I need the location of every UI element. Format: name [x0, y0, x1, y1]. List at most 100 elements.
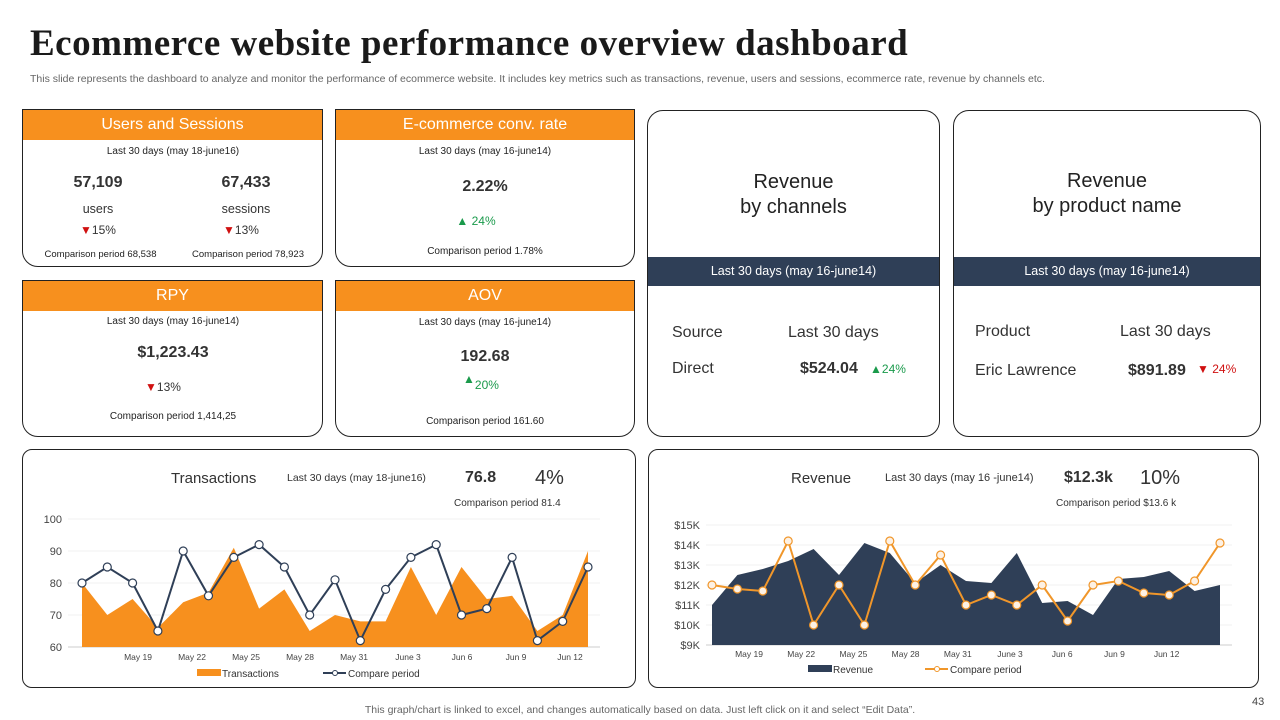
data-point — [532, 635, 543, 646]
data-point — [305, 610, 315, 620]
data-point — [707, 580, 717, 590]
x-tick-label: May 22 — [787, 649, 815, 659]
aov-value: 192.68 — [460, 348, 510, 365]
period-label: Last 30 days (may 18-june16) — [106, 146, 240, 157]
data-point — [1139, 588, 1149, 598]
up-arrow-icon: ▲ — [456, 214, 469, 228]
conv-rate-change: ▲ 24% — [336, 214, 616, 228]
y-tick-label: $11K — [675, 600, 701, 612]
card-header: E-commerce conv. rate — [336, 110, 634, 140]
y-tick-label: $9K — [680, 640, 700, 652]
x-tick-label: May 25 — [839, 649, 867, 659]
rpy-change: ▼13% — [23, 380, 303, 394]
conv-rate-change-value: 24% — [471, 214, 496, 228]
sessions-change: ▼13% — [191, 223, 291, 237]
row-product: Eric Lawrence — [975, 362, 1077, 379]
data-point — [885, 536, 895, 546]
card-header: Users and Sessions — [23, 110, 322, 140]
users-change-value: 15% — [91, 223, 116, 237]
users-value: 57,109 — [73, 174, 123, 191]
data-point — [935, 550, 946, 560]
legend-marker — [332, 670, 338, 676]
page-title: Ecommerce website performance overview d… — [30, 23, 909, 64]
data-point — [1189, 576, 1200, 586]
data-point — [834, 580, 844, 590]
y-tick-label: $15K — [674, 520, 700, 532]
period-label: Last 30 days (may 16-june14) — [418, 146, 552, 157]
x-tick-label: May 31 — [340, 652, 368, 662]
data-point — [961, 600, 971, 610]
period-label: Last 30 days (may 16-june14) — [106, 316, 240, 327]
up-arrow-icon: ▲ — [463, 372, 475, 386]
x-tick-label: May 31 — [944, 649, 972, 659]
users-comparison: Comparison period 68,538 — [44, 249, 157, 260]
y-tick-label: 60 — [50, 642, 62, 654]
y-tick-label: 80 — [50, 578, 62, 590]
aov-comparison: Comparison period 161.60 — [426, 416, 544, 427]
chart-title: Transactions — [171, 470, 257, 487]
card-title-line2: by product name — [1032, 195, 1182, 217]
data-point — [254, 539, 264, 550]
legend-label: Compare period — [348, 669, 420, 680]
footer-note: This graph/chart is linked to excel, and… — [364, 704, 916, 716]
users-sessions-card: Users and Sessions Last 30 days (may 18-… — [22, 109, 323, 267]
data-point — [859, 620, 870, 630]
aov-change: ▲20% — [336, 372, 626, 392]
x-tick-label: Jun 6 — [452, 652, 473, 662]
data-point — [1164, 590, 1174, 600]
data-point — [1012, 600, 1022, 610]
rpy-change-value: 13% — [156, 380, 181, 394]
chart-period: Last 30 days (may 18-june16) — [287, 472, 426, 484]
area-series-revenue — [712, 543, 1220, 645]
data-point — [1062, 616, 1073, 626]
col-header-product: Product — [975, 323, 1031, 340]
data-point — [203, 591, 214, 601]
data-point — [381, 584, 391, 595]
legend-label: Transactions — [222, 669, 279, 680]
legend-label: Revenue — [833, 665, 873, 676]
y-tick-label: $13K — [674, 560, 700, 572]
data-point — [77, 578, 87, 588]
row-value: $524.04 — [800, 360, 858, 377]
period-band: Last 30 days (may 16-june14) — [648, 257, 939, 286]
row-source: Direct — [672, 360, 714, 377]
data-point — [102, 562, 112, 572]
data-point — [583, 562, 593, 572]
revenue-chart-card: Revenue Last 30 days (may 16 -june14) $1… — [648, 449, 1259, 688]
x-tick-label: May 22 — [178, 652, 206, 662]
y-tick-label: $12K — [674, 580, 700, 592]
revenue-by-channels-card: Revenue by channels Last 30 days (may 16… — [647, 110, 940, 437]
conv-rate-comparison: Comparison period 1.78% — [427, 246, 543, 257]
card-title-line1: Revenue — [1066, 170, 1148, 192]
data-point — [330, 575, 340, 585]
data-point — [229, 552, 239, 563]
x-tick-label: May 19 — [735, 649, 763, 659]
x-tick-label: May 25 — [232, 652, 260, 662]
card-header: AOV — [336, 281, 634, 311]
down-arrow-icon: ▼ — [223, 223, 235, 237]
data-point — [558, 616, 568, 627]
data-point — [1113, 576, 1124, 586]
x-tick-label: May 19 — [124, 652, 152, 662]
x-tick-label: May 28 — [892, 649, 920, 659]
data-point — [153, 626, 163, 636]
card-title-line1: Revenue — [753, 171, 834, 193]
down-arrow-icon: ▼ — [1197, 362, 1209, 376]
x-tick-label: June 3 — [395, 652, 421, 662]
data-point — [507, 552, 517, 563]
x-tick-label: June 3 — [997, 649, 1023, 659]
data-point — [279, 562, 289, 572]
row-change-value: 24% — [881, 362, 906, 376]
y-tick-label: 100 — [44, 514, 62, 526]
aov-card: AOV Last 30 days (may 16-june14) 192.68 … — [335, 280, 635, 437]
chart-value: $12.3k — [1064, 469, 1113, 486]
data-point — [1215, 538, 1225, 548]
down-arrow-icon: ▼ — [145, 380, 157, 394]
data-point — [431, 539, 441, 550]
col-header-period: Last 30 days — [788, 324, 879, 341]
row-change-value: 24% — [1212, 362, 1237, 376]
data-point — [986, 590, 997, 600]
row-change: ▼ 24% — [1197, 362, 1236, 376]
y-tick-label: 90 — [50, 546, 62, 558]
